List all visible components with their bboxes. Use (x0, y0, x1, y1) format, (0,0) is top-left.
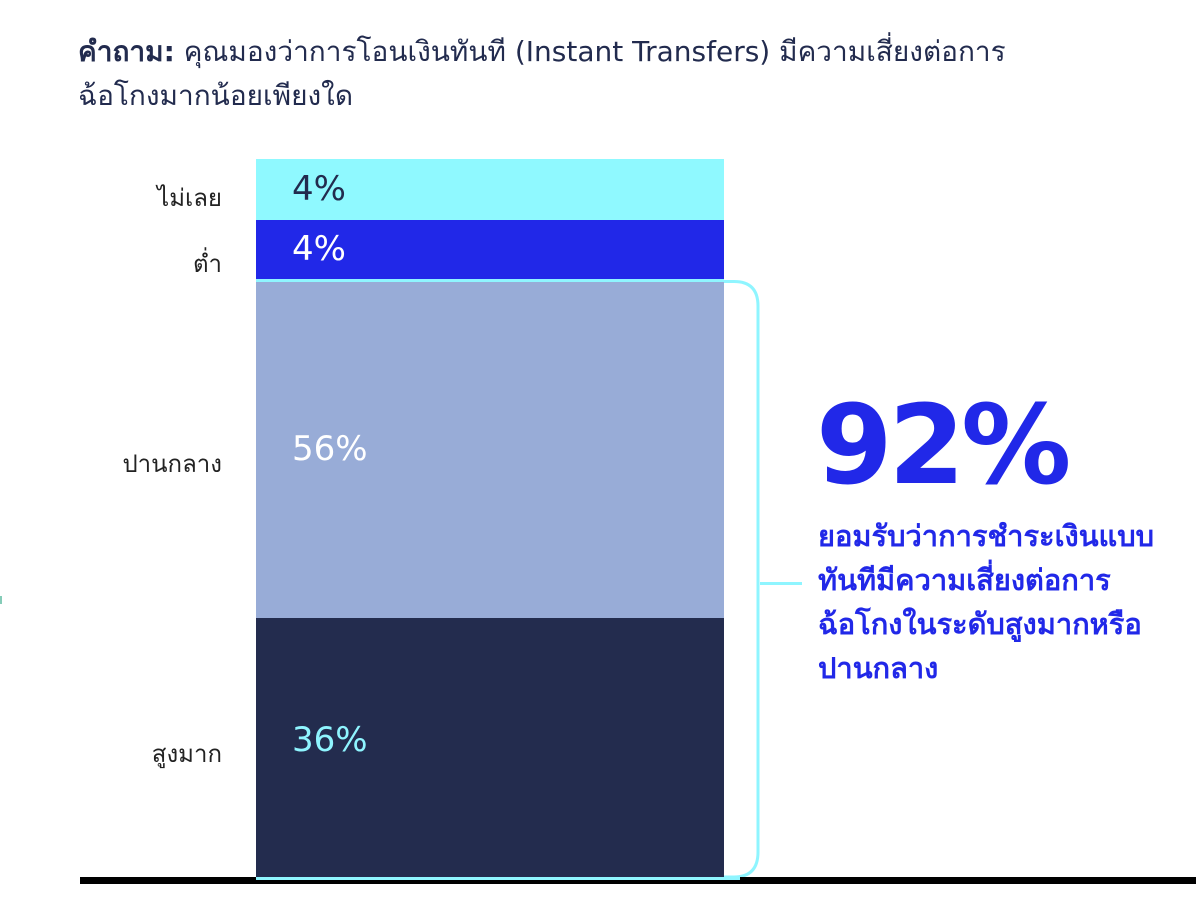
bar-segment-moderate: 56% (256, 282, 724, 618)
bar-segment-very-high: 36% (256, 618, 724, 879)
segment-value-moderate: 56% (292, 429, 368, 469)
bracket-connector (760, 582, 802, 585)
highlight-value: 92% (816, 381, 1071, 509)
bracket-icon (724, 280, 760, 879)
question-body: คุณมองว่าการโอนเงินทันที (Instant Transf… (78, 35, 1006, 112)
bar-segment-low: 4% (256, 220, 724, 279)
question-label: คำถาม: (78, 35, 175, 68)
category-label-moderate: ปานกลาง (122, 450, 222, 478)
category-label-low: ต่ำ (192, 250, 222, 278)
highlight-description: ยอมรับว่าการชำระเงินแบบทันทีมีความเสี่ยง… (818, 519, 1155, 685)
baseline-accent (256, 877, 740, 880)
category-label-none: ไม่เลย (157, 184, 222, 212)
stacked-bar: 4% 4% 56% 36% (256, 159, 724, 879)
segment-divider (256, 279, 724, 282)
category-label-very-high: สูงมาก (151, 740, 222, 768)
baseline-axis (80, 877, 1196, 884)
edge-mark (0, 596, 2, 604)
bar-segment-none: 4% (256, 159, 724, 220)
question-text: คำถาม: คุณมองว่าการโอนเงินทันที (Instant… (78, 30, 1078, 118)
segment-value-none: 4% (292, 169, 346, 209)
segment-value-very-high: 36% (292, 720, 368, 760)
segment-value-low: 4% (292, 229, 346, 269)
